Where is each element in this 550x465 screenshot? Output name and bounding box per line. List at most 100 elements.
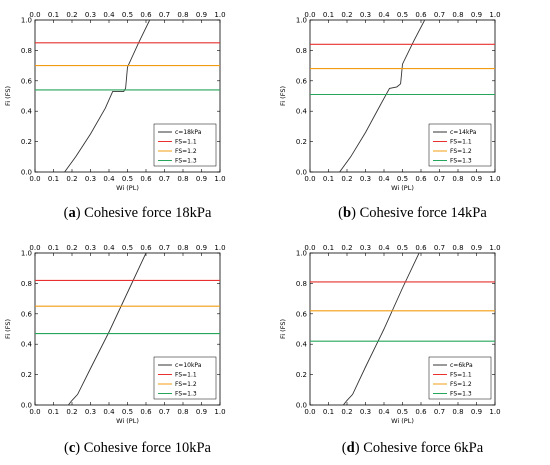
chart-d: 0.00.00.10.10.20.20.30.30.40.40.50.50.60…	[279, 244, 501, 425]
x-tick-label: 0.7	[159, 408, 170, 416]
x-tick-label-top: 0.2	[66, 11, 77, 19]
x-tick-label: 0.8	[452, 175, 463, 183]
x-tick-label-top: 0.0	[29, 11, 40, 19]
x-tick-label-top: 0.5	[122, 244, 133, 252]
panel-d: 0.0 0.0 0.1 0.1 0.2 0.2 0.3 0.3 0.4 0.4 0.5 0.5 0.6 0…	[275, 233, 550, 465]
series-line-curve	[342, 253, 420, 405]
x-tick-label-top: 0.6	[140, 11, 152, 19]
y-axis-label: Fi (FS)	[279, 86, 287, 106]
legend-box	[428, 356, 492, 400]
y-tick-label: 1.0	[296, 17, 307, 25]
x-tick-label-top: 0.3	[360, 11, 371, 19]
caption-text: Cohesive force 10kPa	[83, 440, 211, 456]
y-tick-label: 0.4	[296, 108, 308, 116]
x-axis-label: Wi (PL)	[391, 184, 414, 192]
x-tick-label-top: 1.0	[214, 11, 225, 19]
x-tick-label: 0.6	[415, 175, 427, 183]
caption-c: (c) Cohesive force 10kPa	[64, 440, 211, 456]
x-tick-label: 0.6	[415, 408, 427, 416]
y-tick-label: 0.4	[21, 341, 33, 349]
y-tick-label: 0.4	[21, 108, 33, 116]
x-tick-label: 0.1	[48, 408, 59, 416]
x-tick-label: 0.4	[378, 175, 390, 183]
x-tick-label-top: 0.1	[48, 11, 59, 19]
caption-b: (b) Cohesive force 14kPa	[338, 205, 487, 221]
x-tick-label: 0.9	[196, 175, 207, 183]
x-axis-label: Wi (PL)	[116, 184, 139, 192]
x-tick-label-top: 0.4	[378, 11, 390, 19]
x-tick-label-top: 0.6	[415, 244, 427, 252]
y-axis-label: Fi (FS)	[4, 319, 12, 339]
caption-letter: c	[68, 440, 76, 456]
x-tick-label: 0.3	[360, 408, 371, 416]
x-tick-label-top: 0.4	[103, 11, 115, 19]
x-tick-label-top: 0.0	[304, 11, 315, 19]
y-tick-label: 1.0	[296, 250, 307, 258]
x-tick-label-top: 0.9	[196, 11, 207, 19]
x-tick-label: 0.6	[140, 408, 152, 416]
series-line-curve	[64, 20, 151, 172]
caption-text: Cohesive force 14kPa	[359, 205, 487, 221]
x-tick-label-top: 0.8	[177, 11, 188, 19]
x-axis-label: Wi (PL)	[116, 417, 139, 425]
y-tick-label: 0.8	[296, 280, 307, 288]
y-tick-label: 0.0	[296, 169, 307, 177]
x-tick-label: 0.8	[177, 175, 188, 183]
x-tick-label: 0.8	[177, 408, 188, 416]
x-tick-label: 1.0	[214, 175, 225, 183]
y-tick-label: 0.6	[21, 310, 33, 318]
x-tick-label-top: 0.7	[159, 11, 170, 19]
caption-text: Cohesive force 18kPa	[84, 205, 212, 221]
x-tick-label: 0.3	[85, 408, 96, 416]
y-tick-label: 0.0	[296, 402, 307, 410]
caption-letter: a	[68, 205, 76, 221]
caption-letter: d	[346, 440, 355, 456]
x-tick-label-top: 0.1	[323, 244, 334, 252]
x-tick-label: 0.5	[397, 175, 408, 183]
x-tick-label-top: 0.8	[452, 11, 463, 19]
y-axis-label: Fi (FS)	[4, 86, 12, 106]
series-line-curve	[339, 20, 426, 172]
x-tick-label-top: 0.3	[85, 11, 96, 19]
x-tick-label: 0.7	[434, 175, 445, 183]
x-tick-label: 0.2	[66, 408, 77, 416]
x-tick-label: 1.0	[489, 408, 500, 416]
x-tick-label: 0.2	[341, 175, 352, 183]
legend-label: FS=1.1	[175, 139, 197, 146]
x-tick-label: 0.1	[48, 175, 59, 183]
y-tick-label: 0.8	[21, 280, 32, 288]
x-tick-label: 1.0	[214, 408, 225, 416]
x-tick-label: 0.7	[159, 175, 170, 183]
y-tick-label: 0.0	[21, 402, 32, 410]
chart-b: 0.00.00.10.10.20.20.30.30.40.40.50.50.60…	[279, 11, 501, 192]
y-tick-label: 0.2	[21, 138, 32, 146]
caption-a: (a) Cohesive force 18kPa	[63, 205, 212, 221]
y-tick-label: 0.2	[21, 371, 32, 379]
x-tick-label: 0.8	[452, 408, 463, 416]
x-tick-label-top: 0.8	[177, 244, 188, 252]
x-tick-label: 0.0	[29, 408, 40, 416]
x-axis-label: Wi (PL)	[391, 417, 414, 425]
x-tick-label: 0.5	[397, 408, 408, 416]
x-tick-label: 0.5	[122, 408, 133, 416]
chart-c: 0.00.00.10.10.20.20.30.30.40.40.50.50.60…	[4, 244, 226, 425]
x-tick-label-top: 1.0	[489, 244, 500, 252]
chart-a: 0.00.00.10.10.20.20.30.30.40.40.50.50.60…	[4, 11, 226, 192]
series-line-curve	[67, 253, 147, 405]
legend-label: c=18kPa	[175, 129, 202, 136]
legend-box	[428, 123, 492, 167]
legend-label: FS=1.3	[175, 158, 197, 165]
x-tick-label: 0.6	[140, 175, 152, 183]
y-tick-label: 0.2	[296, 138, 307, 146]
caption-text: Cohesive force 6kPa	[363, 440, 484, 456]
x-tick-label: 0.1	[323, 408, 334, 416]
x-tick-label-top: 0.9	[471, 11, 482, 19]
y-tick-label: 0.0	[21, 169, 32, 177]
y-tick-label: 0.6	[296, 77, 308, 85]
x-tick-label: 1.0	[489, 175, 500, 183]
x-tick-label: 0.9	[471, 408, 482, 416]
legend-box	[153, 123, 217, 167]
x-tick-label-top: 0.1	[48, 244, 59, 252]
x-tick-label: 0.3	[360, 175, 371, 183]
